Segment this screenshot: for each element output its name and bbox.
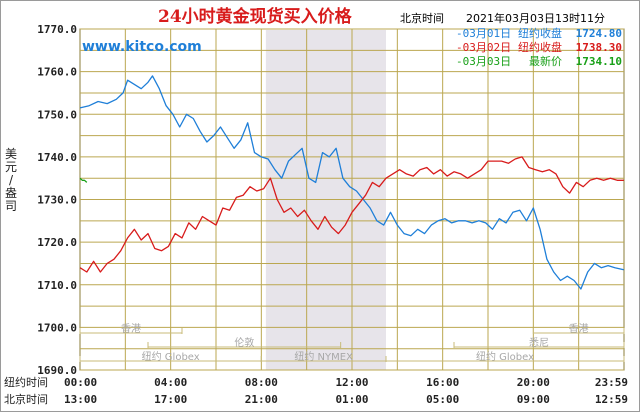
series-line [79,177,88,183]
y-tick-label: 1740.0 [37,151,77,164]
y-tick-label: 1730.0 [37,194,77,207]
legend-label: 纽约收盘 [518,40,562,54]
x-tick-label: 05:00 [426,393,459,406]
y-axis-label-char: / [9,173,14,187]
y-axis-label-char: 美 [5,147,17,161]
x-tick-label: 13:00 [64,393,97,406]
legend-label: 最新价 [529,54,562,68]
y-tick-label: 1760.0 [37,66,77,79]
y-tick-label: 1690.0 [37,364,77,377]
timestamp: 2021年03月03日13时11分 [466,11,605,25]
timezone-label: 北京时间 [400,11,444,25]
market-session-label: 纽约 Globex [476,350,534,363]
x-tick-label: 08:00 [245,376,278,389]
x-row-label: 北京时间 [4,392,48,406]
legend-label: 纽约收盘 [518,26,562,40]
legend-date: -03月03日 [456,55,511,68]
site-label: www.kitco.com [82,39,202,55]
y-tick-label: 1750.0 [37,108,77,121]
x-tick-label: 17:00 [154,393,187,406]
y-tick-label: 1770.0 [37,23,77,36]
price-series [79,75,624,290]
x-tick-label: 09:00 [517,393,550,406]
x-tick-label: 20:00 [517,376,550,389]
x-tick-label: 01:00 [335,393,368,406]
x-row-label: 纽约时间 [4,375,48,389]
y-axis-label-char: 元 [5,160,17,174]
legend-value: 1738.30 [576,41,622,54]
legend-value: 1734.10 [576,55,622,68]
x-tick-label: 12:00 [335,376,368,389]
x-tick-label: 16:00 [426,376,459,389]
legend-value: 1724.80 [576,27,622,40]
x-tick-label: 23:59 [595,376,628,389]
market-session-label: 纽约 Globex [142,350,200,363]
market-session-label: 香港 [569,323,589,335]
legend-date: -03月02日 [456,41,511,54]
y-axis-label-char: 盎 [5,186,17,200]
series-line [79,156,624,273]
x-tick-label: 00:00 [64,376,97,389]
x-tick-label: 04:00 [154,376,187,389]
x-tick-label: 12:59 [595,393,628,406]
series-line [79,75,624,290]
market-session-label: 香港 [121,323,141,335]
legend: -03月01日 纽约收盘 1724.80 -03月02日 纽约收盘 1738.30 -03月… [456,26,622,68]
y-axis-ticks: 1690.0 1700.0 1710.0 1720.0 1730.0 1740.0 1750… [37,23,77,377]
market-session-label: 悉尼 [529,337,549,349]
market-session-label: 纽约 NYMEX [294,350,353,363]
market-session-label: 伦敦 [234,336,254,349]
y-axis-label: 美元/盎司 [5,147,17,213]
x-tick-label: 21:00 [245,393,278,406]
y-axis-label-char: 司 [5,199,17,213]
x-axis: 纽约时间 00:00 04:00 08:00 12:00 16:00 20:00 23:59 北… [4,375,628,406]
y-tick-label: 1720.0 [37,236,77,249]
y-tick-label: 1710.0 [37,279,77,292]
chart-title: 24小时黄金现货买入价格 [158,6,353,27]
y-tick-label: 1700.0 [37,321,77,334]
legend-date: -03月01日 [456,27,511,40]
